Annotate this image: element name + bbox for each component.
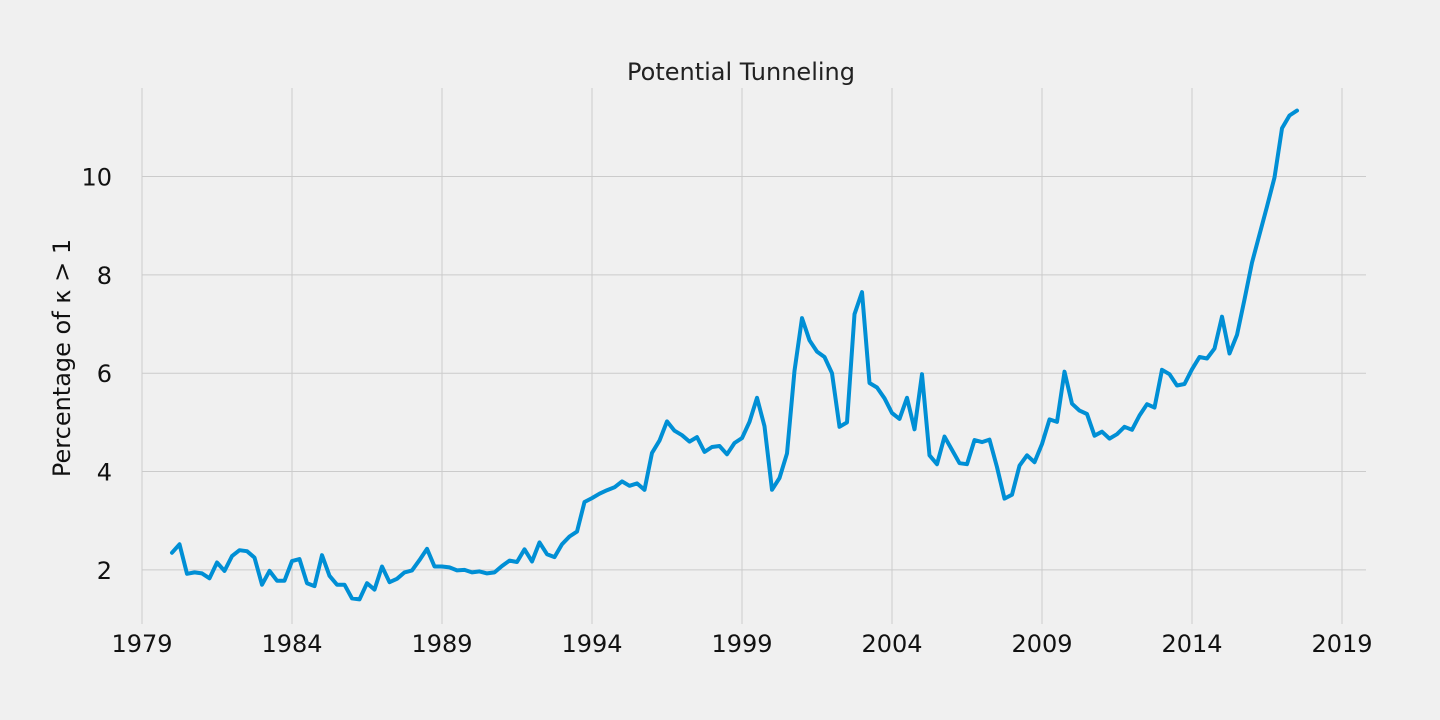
- y-tick-label: 8: [97, 262, 112, 290]
- y-tick-label: 10: [81, 164, 112, 192]
- x-tick-label: 1984: [261, 630, 322, 658]
- x-tick-label: 1989: [411, 630, 472, 658]
- gridlines: [141, 88, 1366, 624]
- x-tick-label: 2009: [1011, 630, 1072, 658]
- y-tick-label: 2: [97, 557, 112, 585]
- chart-title: Potential Tunneling: [627, 58, 855, 86]
- y-tick-label: 6: [97, 360, 112, 388]
- tick-labels: 1979 1984 1989 1994 1999 2004 2009 2014 2019 2 4 6 8…: [81, 164, 1372, 658]
- x-tick-label: 2004: [861, 630, 922, 658]
- series-line: [170, 108, 1299, 602]
- x-tick-label: 2019: [1311, 630, 1372, 658]
- y-tick-label: 4: [97, 459, 112, 487]
- x-tick-label: 1999: [711, 630, 772, 658]
- x-tick-label: 1979: [111, 630, 172, 658]
- series-layer: [170, 108, 1299, 602]
- y-axis-label: Percentage of κ > 1: [48, 239, 76, 477]
- x-tick-label: 2014: [1161, 630, 1222, 658]
- x-tick-label: 1994: [561, 630, 622, 658]
